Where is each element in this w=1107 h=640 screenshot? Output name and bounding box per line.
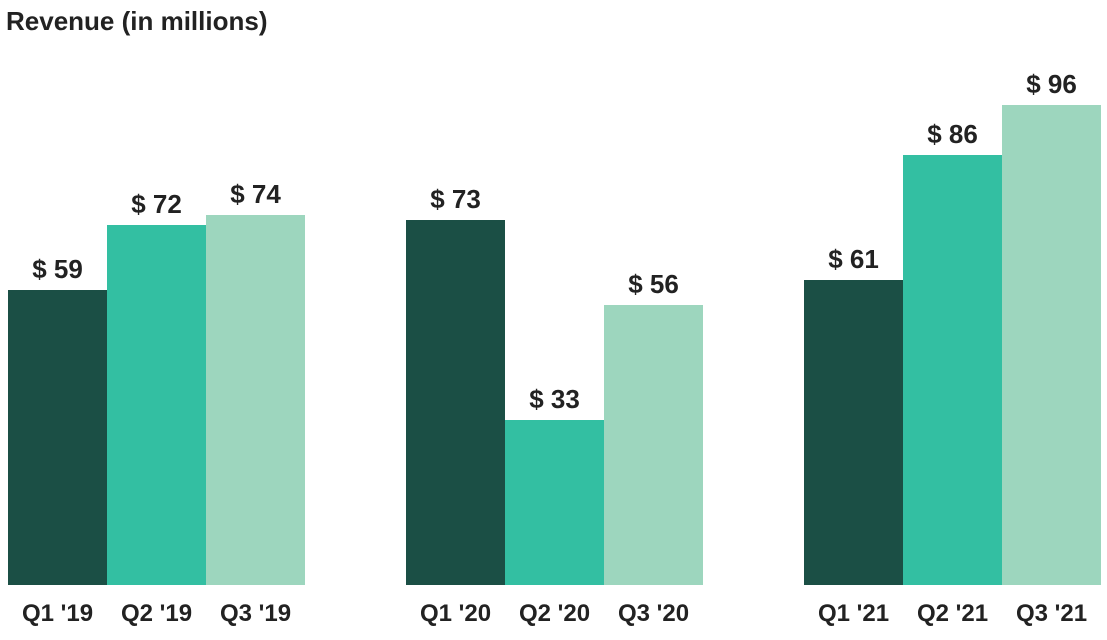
value-label-q3-19: $ 74 xyxy=(230,179,281,209)
bar-q2-21 xyxy=(903,155,1002,585)
value-label-q1-19: $ 59 xyxy=(32,254,83,284)
tick-label-q1-20: Q1 '20 xyxy=(420,600,491,627)
value-label-q2-19: $ 72 xyxy=(131,189,182,219)
tick-label-q2-21: Q2 '21 xyxy=(917,600,988,627)
value-label-q3-21: $ 96 xyxy=(1026,69,1077,99)
tick-label-q1-21: Q1 '21 xyxy=(818,600,889,627)
value-label-q1-21: $ 61 xyxy=(828,244,879,274)
chart-title: Revenue (in millions) xyxy=(6,6,268,36)
bar-q1-19 xyxy=(8,290,107,585)
tick-label-q3-21: Q3 '21 xyxy=(1016,600,1087,627)
tick-label-q2-19: Q2 '19 xyxy=(121,600,192,627)
value-label-q2-20: $ 33 xyxy=(529,384,580,414)
value-label-q3-20: $ 56 xyxy=(628,269,679,299)
tick-label-q2-20: Q2 '20 xyxy=(519,600,590,627)
value-label-q2-21: $ 86 xyxy=(927,119,978,149)
value-label-q1-20: $ 73 xyxy=(430,184,481,214)
bar-q1-21 xyxy=(804,280,903,585)
bar-q3-19 xyxy=(206,215,305,585)
bar-q2-19 xyxy=(107,225,206,585)
bar-q2-20 xyxy=(505,420,604,585)
tick-label-q3-19: Q3 '19 xyxy=(220,600,291,627)
bar-q3-20 xyxy=(604,305,703,585)
tick-label-q1-19: Q1 '19 xyxy=(22,600,93,627)
bar-q1-20 xyxy=(406,220,505,585)
bar-q3-21 xyxy=(1002,105,1101,585)
tick-label-q3-20: Q3 '20 xyxy=(618,600,689,627)
